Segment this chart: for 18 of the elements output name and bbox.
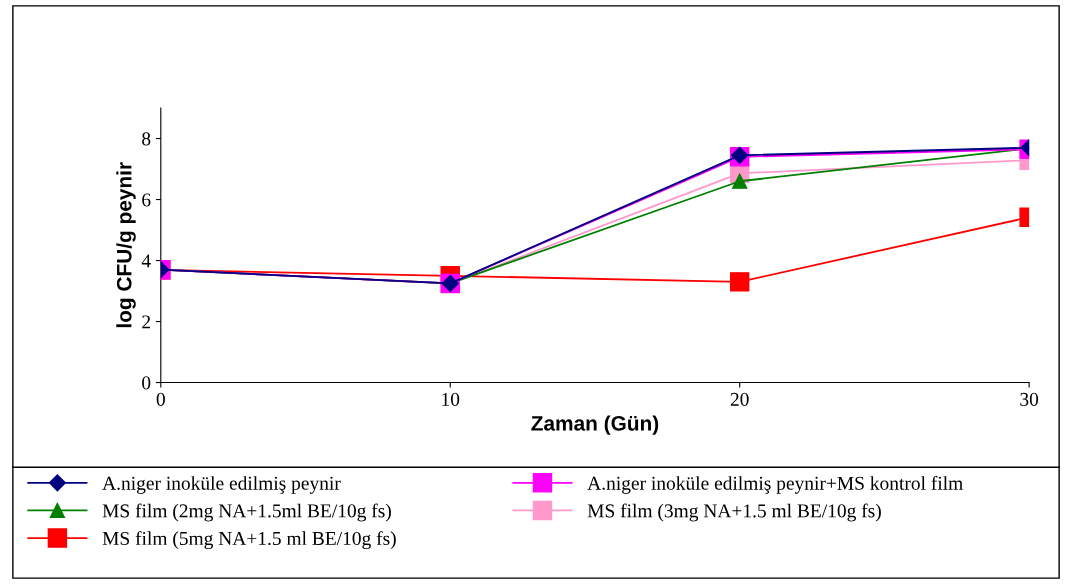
point	[729, 272, 750, 292]
legend-label: MS film (2mg NA+1.5ml BE/10g fs)	[102, 503, 391, 522]
point	[732, 173, 748, 189]
y-tick-label: 0	[142, 376, 151, 390]
legend-label: A.niger inoküle edilmiş peynir	[102, 476, 341, 494]
legend-label: MS film (5mg NA+1.5 ml BE/10g fs)	[102, 531, 396, 550]
x-axis-title: Zaman (Gün)	[531, 415, 659, 435]
x-tick-label: 20	[730, 392, 749, 406]
y-tick-label: 2	[142, 315, 151, 329]
x-tick-label: 10	[442, 392, 460, 406]
x-tick-label: 0	[156, 392, 165, 406]
legend-label: MS film (3mg NA+1.5 ml BE/10g fs)	[587, 503, 881, 522]
x-tick-label: 30	[1020, 392, 1039, 406]
y-tick-label: 6	[142, 193, 151, 207]
y-axis-title: log CFU/g peynir	[116, 162, 136, 328]
y-tick-label: 4	[141, 254, 151, 268]
y-tick-label: 8	[142, 132, 151, 146]
legend-label: A.niger inoküle edilmiş peynir+MS kontrol film	[587, 475, 963, 494]
